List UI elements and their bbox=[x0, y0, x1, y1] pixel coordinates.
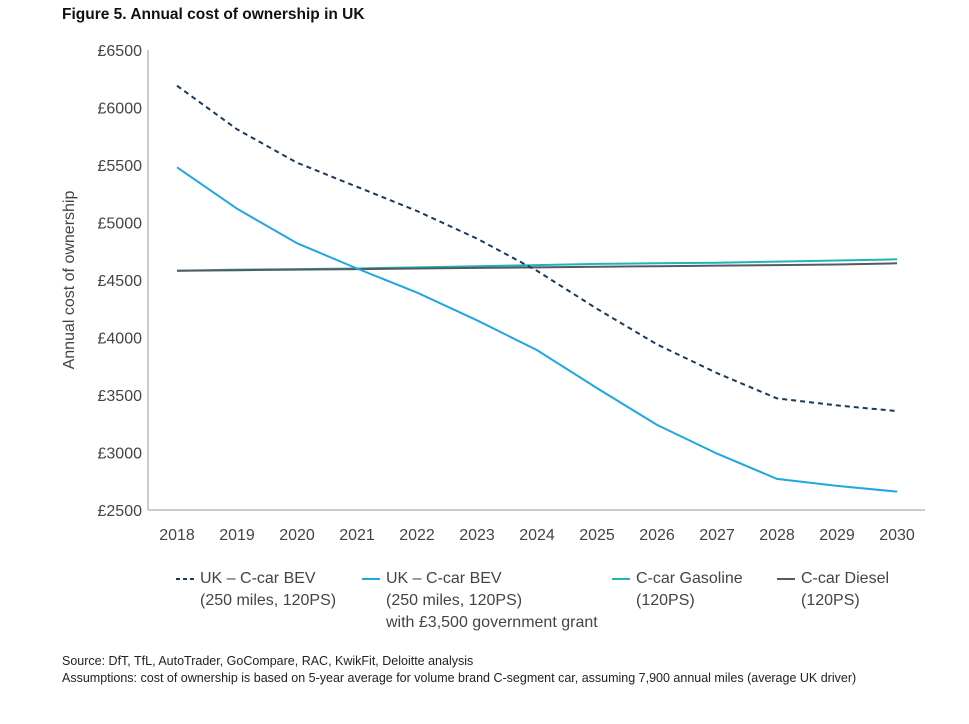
x-tick-label: 2023 bbox=[459, 527, 495, 544]
y-axis-label: Annual cost of ownership bbox=[61, 191, 78, 370]
x-tick-label: 2026 bbox=[639, 527, 675, 544]
source-note: Source: DfT, TfL, AutoTrader, GoCompare,… bbox=[62, 654, 474, 668]
legend-label: UK – C-car BEV bbox=[362, 568, 598, 590]
legend-label: UK – C-car BEV bbox=[176, 568, 336, 590]
x-tick-label: 2022 bbox=[399, 527, 435, 544]
legend-swatch bbox=[362, 577, 380, 580]
y-tick-label: £3500 bbox=[98, 388, 143, 405]
x-tick-label: 2019 bbox=[219, 527, 255, 544]
legend-label: C-car Gasoline bbox=[612, 568, 743, 590]
y-tick-label: £4000 bbox=[98, 331, 143, 348]
x-tick-label: 2028 bbox=[759, 527, 795, 544]
legend-item-diesel: C-car Diesel (120PS) bbox=[777, 568, 889, 612]
legend-label: C-car Diesel bbox=[777, 568, 889, 590]
x-tick-label: 2029 bbox=[819, 527, 855, 544]
legend-label-detail: (250 miles, 120PS) bbox=[386, 592, 523, 609]
assumptions-note: Assumptions: cost of ownership is based … bbox=[62, 671, 857, 685]
series-line-1 bbox=[176, 166, 898, 493]
line-chart: £2500 £3000 £3500 £4000 £4500 £5000 £5500 £6000… bbox=[61, 43, 925, 544]
legend-swatch bbox=[176, 577, 194, 580]
x-tick-label: 2027 bbox=[699, 527, 735, 544]
legend-label-detail: (120PS) bbox=[801, 592, 860, 609]
legend-item-bev-grant: UK – C-car BEV (250 miles, 120PS) with £3,… bbox=[362, 568, 598, 634]
legend-item-bev: UK – C-car BEV (250 miles, 120PS) bbox=[176, 568, 336, 612]
footer: Source: DfT, TfL, AutoTrader, GoCompare,… bbox=[62, 653, 942, 687]
x-tick-label: 2030 bbox=[879, 527, 915, 544]
series-line-0 bbox=[176, 84, 898, 413]
x-tick-label: 2018 bbox=[159, 527, 195, 544]
y-tick-label: £5500 bbox=[98, 158, 143, 175]
y-tick-label: £6500 bbox=[98, 43, 143, 60]
legend-swatch bbox=[612, 577, 630, 580]
x-tick-label: 2020 bbox=[279, 527, 315, 544]
x-tick-label: 2021 bbox=[339, 527, 375, 544]
series-line-3 bbox=[176, 262, 898, 272]
y-tick-label: £6000 bbox=[98, 101, 143, 118]
legend-swatch bbox=[777, 577, 795, 580]
x-tick-label: 2024 bbox=[519, 527, 555, 544]
y-tick-label: £5000 bbox=[98, 216, 143, 233]
legend-label-detail: (250 miles, 120PS) bbox=[200, 592, 337, 609]
legend-label-detail: with £3,500 government grant bbox=[386, 614, 598, 631]
legend-item-gasoline: C-car Gasoline (120PS) bbox=[612, 568, 743, 612]
x-tick-label: 2025 bbox=[579, 527, 615, 544]
y-tick-label: £3000 bbox=[98, 446, 143, 463]
legend-label-detail: (120PS) bbox=[636, 592, 695, 609]
chart-title: Figure 5. Annual cost of ownership in UK bbox=[62, 6, 365, 23]
y-tick-label: £4500 bbox=[98, 273, 143, 290]
y-tick-label: £2500 bbox=[98, 503, 143, 520]
